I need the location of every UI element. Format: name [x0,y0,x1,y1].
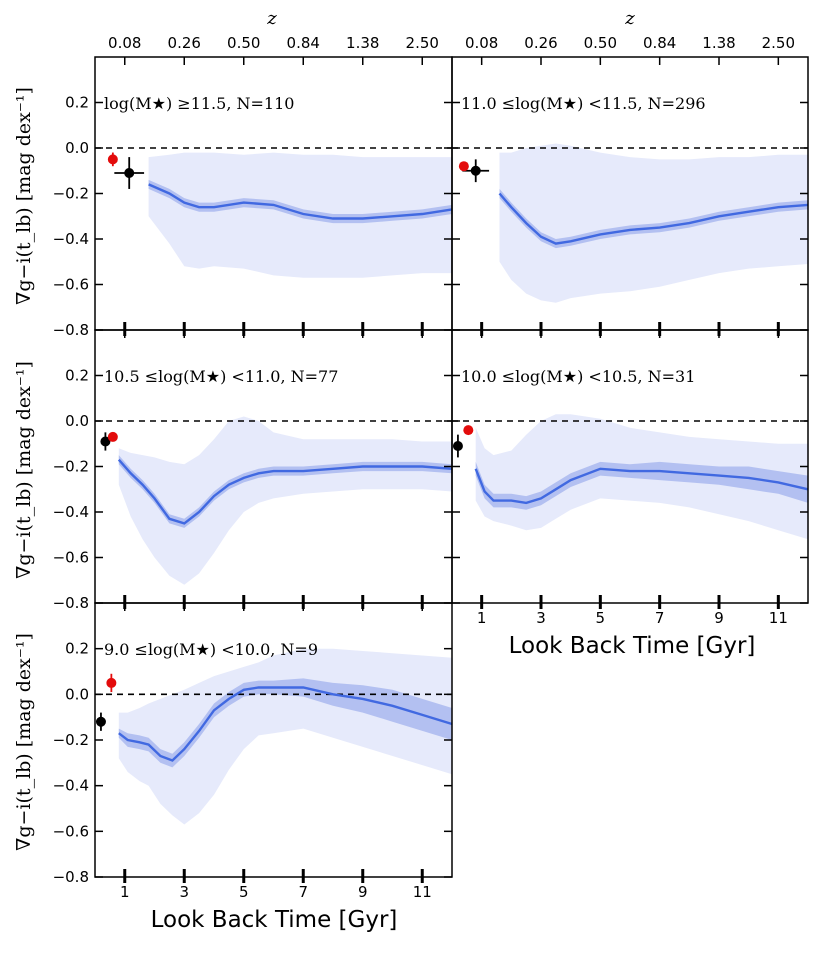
y-tick-label: −0.8 [53,594,89,612]
top-axis-ticks-right: 0.08 0.26 0.50 0.84 1.38 2.50 [465,34,795,52]
top-tick-label: 0.08 [465,34,498,52]
red-point [107,431,118,442]
top-tick-label: 2.50 [762,34,795,52]
x-tick-label: 3 [536,609,546,627]
panel-5: 0.2 0.0 −0.2 −0.4 −0.6 −0.8 1 3 5 7 9 11 9.0 ≤log(M★… [53,602,453,901]
panel-1: 0.2 0.0 −0.2 −0.4 −0.6 −0.8 log(M★) ≥11.5, N=1… [53,56,453,339]
top-tick-label: 0.26 [168,34,201,52]
x-tick-label: 1 [477,609,487,627]
y-tick-label: −0.4 [53,503,89,521]
outer-band [499,143,808,303]
outer-band [118,416,453,585]
top-axis-title-right: z [624,8,635,29]
panel-label: 9.0 ≤log(M★) <10.0, N=9 [104,640,318,659]
red-point [463,425,474,436]
panel-label: log(M★) ≥11.5, N=110 [104,94,294,113]
y-axis-title-panel-3: ∇g−i(t_lb) [mag dex⁻¹] [13,361,35,579]
x-tick-label: 9 [358,883,368,901]
x-tick-label: 7 [298,883,308,901]
y-axis-title-panel-5: ∇g−i(t_lb) [mag dex⁻¹] [13,633,35,851]
y-tick-label: −0.2 [53,185,89,203]
x-tick-label: 11 [413,883,432,901]
y-tick-label: −0.2 [53,458,89,476]
top-tick-label: 0.50 [584,34,617,52]
y-tick-label: −0.6 [53,276,89,294]
y-tick-label: 0.0 [65,139,89,157]
panel-label: 10.0 ≤log(M★) <10.5, N=31 [461,367,695,386]
median-line [117,458,453,525]
top-tick-label: 0.84 [643,34,676,52]
x-tick-label: 7 [655,609,665,627]
outer-band [118,648,453,825]
top-tick-label: 1.38 [702,34,735,52]
black-point [452,441,463,452]
panel-2: 11.0 ≤log(M★) <11.5, N=296 [451,56,809,336]
x-axis-title-right: Look Back Time [Gyr] [509,633,756,659]
inner-band [475,461,808,510]
top-tick-label: 1.38 [346,34,379,52]
y-tick-label: −0.8 [53,868,89,886]
black-point [124,168,135,179]
median-line [474,467,809,505]
black-point [470,165,481,176]
x-tick-label: 11 [769,609,788,627]
x-tick-label: 3 [179,883,189,901]
panels: 0.2 0.0 −0.2 −0.4 −0.6 −0.8 log(M★) ≥11.5, N=1… [53,56,809,901]
red-point [458,161,469,172]
x-tick-label: 1 [120,883,130,901]
x-tick-label: 9 [714,609,724,627]
panel-4: 1 3 5 7 9 11 10.0 ≤log(M★) <10.5, N=31 [451,329,809,627]
y-tick-label: −0.4 [53,230,89,248]
top-tick-label: 0.26 [524,34,557,52]
top-axis-ticks-left: 0.08 0.26 0.50 0.84 1.38 2.50 [108,34,439,52]
top-axis-title-left: z [266,8,277,29]
y-tick-label: −0.2 [53,731,89,749]
y-tick-label: 0.2 [65,640,89,658]
top-tick-label: 0.08 [108,34,141,52]
x-tick-label: 5 [596,609,606,627]
median-line [148,183,453,220]
y-tick-label: 0.0 [65,412,89,430]
y-tick-label: −0.4 [53,777,89,795]
x-axis-title-left: Look Back Time [Gyr] [151,907,398,933]
red-point [106,677,117,688]
y-tick-label: 0.2 [65,367,89,385]
inner-band [148,179,452,224]
panel-label: 10.5 ≤log(M★) <11.0, N=77 [104,367,338,386]
x-tick-label: 5 [239,883,249,901]
top-tick-label: 0.50 [227,34,260,52]
median-line [498,192,809,245]
panel-label: 11.0 ≤log(M★) <11.5, N=296 [461,94,706,113]
top-tick-label: 0.84 [287,34,320,52]
y-tick-label: 0.0 [65,685,89,703]
red-point [107,154,118,165]
y-tick-label: −0.8 [53,321,89,339]
y-tick-label: −0.6 [53,822,89,840]
black-point [100,436,111,447]
y-axis-title-panel-1: ∇g−i(t_lb) [mag dex⁻¹] [13,87,35,305]
y-tick-label: 0.2 [65,94,89,112]
y-tick-label: −0.6 [53,549,89,567]
panel-3: 0.2 0.0 −0.2 −0.4 −0.6 −0.8 10.5 ≤log(M★) <11.… [53,329,453,612]
median-line [118,686,453,762]
top-tick-label: 2.50 [406,34,439,52]
black-point [95,716,106,727]
